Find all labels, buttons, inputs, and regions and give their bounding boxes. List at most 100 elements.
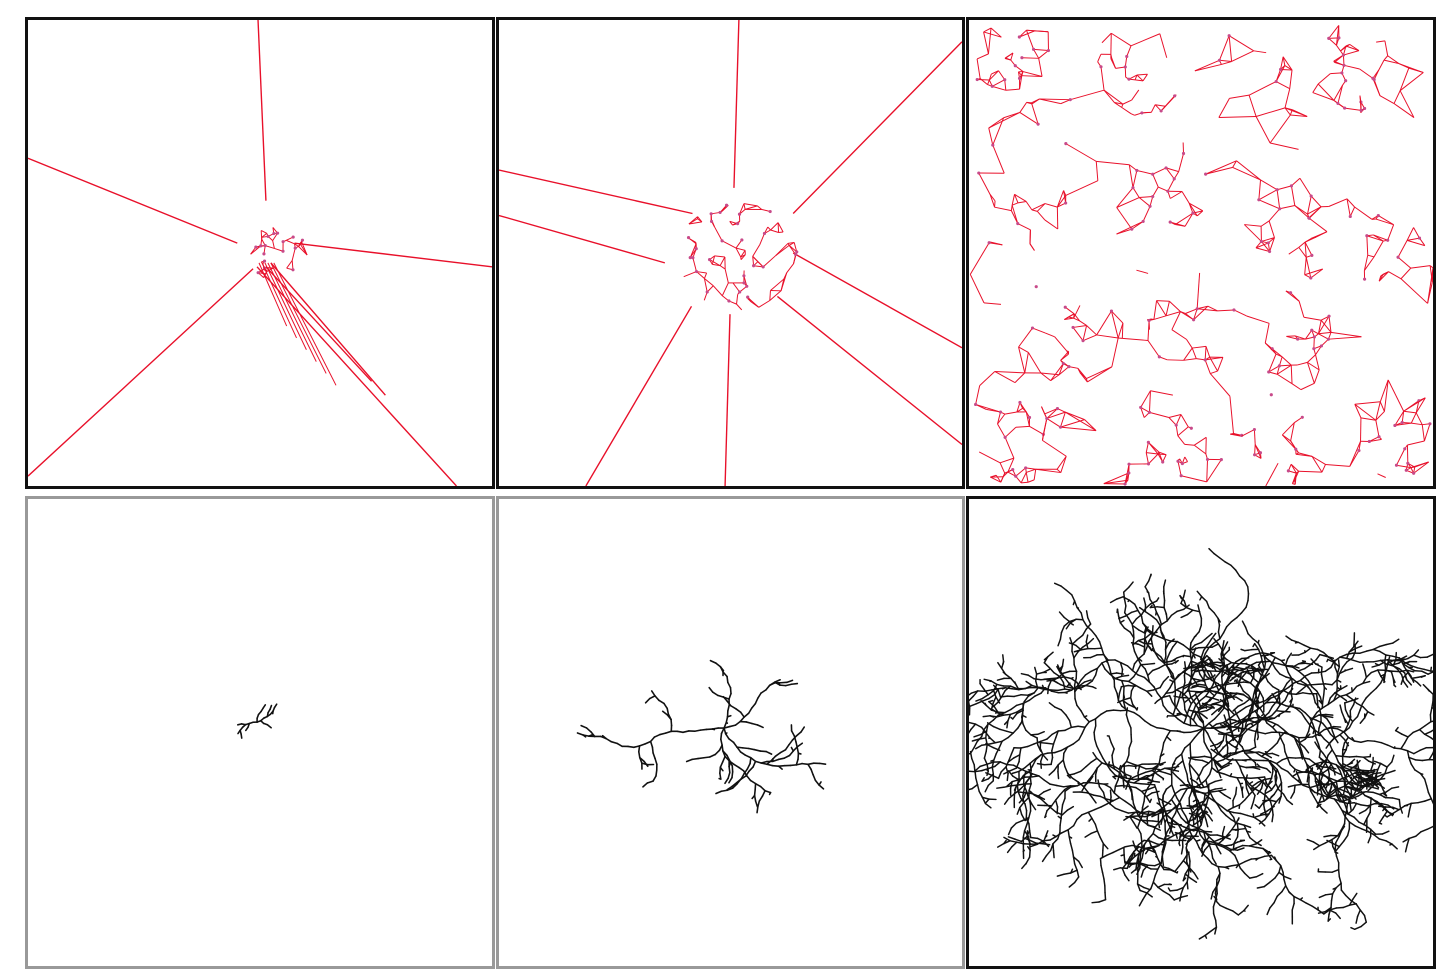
mesh-edge bbox=[1373, 240, 1384, 258]
dendrite-segment bbox=[1127, 617, 1133, 626]
dendrite-twig bbox=[1301, 660, 1306, 663]
dendrite-segment bbox=[1158, 617, 1163, 626]
dendrite-segment bbox=[1179, 793, 1185, 801]
dendrite-segment bbox=[1216, 839, 1224, 846]
dendrite-segment bbox=[1230, 564, 1237, 571]
dendrite-segment bbox=[993, 688, 1000, 696]
dendrite-segment bbox=[1335, 755, 1340, 763]
dendrite-segment bbox=[1168, 894, 1175, 901]
dendrite-segment bbox=[996, 683, 1005, 687]
dendrite-segment bbox=[1348, 903, 1358, 906]
dendrite-segment bbox=[1070, 725, 1079, 729]
dendrite-segment bbox=[1345, 652, 1354, 656]
dendrite-twig bbox=[1327, 918, 1332, 922]
mesh-edge bbox=[1016, 407, 1023, 413]
dendrite-segment bbox=[1400, 742, 1406, 750]
dendrite-segment bbox=[1144, 580, 1150, 588]
dendrite-segment bbox=[1426, 653, 1433, 658]
mesh-edge bbox=[1021, 481, 1029, 484]
dendrite-segment bbox=[1096, 782, 1105, 785]
dendrite-segment bbox=[1233, 708, 1239, 717]
dendrite-segment bbox=[1362, 663, 1366, 672]
dendrite-segment bbox=[1000, 766, 1007, 773]
dendrite-segment bbox=[1137, 637, 1146, 642]
dendrite-segment bbox=[1211, 857, 1217, 865]
dendrite-segment bbox=[1225, 907, 1234, 912]
dendrite-segment bbox=[1238, 732, 1242, 741]
mesh-edge bbox=[1056, 455, 1067, 470]
dendrite-segment bbox=[1131, 623, 1135, 632]
dendrite-segment bbox=[1251, 701, 1255, 711]
dendrite-segment bbox=[784, 683, 793, 687]
dendrite-segment bbox=[244, 726, 249, 732]
dendrite-segment bbox=[1147, 837, 1152, 847]
dendrite-segment bbox=[1326, 717, 1332, 726]
dendrite-segment bbox=[766, 759, 773, 766]
mesh-vertex bbox=[742, 281, 746, 285]
dendrite-segment bbox=[1194, 690, 1204, 694]
dendrite-segment bbox=[1080, 710, 1086, 718]
dendrite-segment bbox=[1232, 672, 1240, 678]
dendrite-segment bbox=[1079, 791, 1088, 794]
dendrite-segment bbox=[1216, 705, 1224, 711]
dendrite-segment bbox=[1157, 761, 1166, 766]
mesh-vertex bbox=[300, 238, 305, 242]
dendrite-twig bbox=[1178, 842, 1181, 847]
dendrite-segment bbox=[1003, 797, 1010, 805]
mesh-edge bbox=[1367, 254, 1375, 258]
dendrite-segment bbox=[1024, 684, 1033, 690]
dendrite-segment bbox=[1258, 674, 1263, 683]
mesh-vertex bbox=[1034, 285, 1038, 289]
mesh-edge bbox=[1010, 52, 1014, 61]
dendrite-segment bbox=[1164, 828, 1167, 837]
mesh-edge bbox=[286, 239, 295, 245]
dendrite-segment bbox=[790, 682, 799, 686]
dendrite-segment bbox=[1335, 912, 1341, 920]
dendrite-segment bbox=[1091, 817, 1097, 826]
mesh-edge bbox=[1126, 45, 1132, 57]
dendrite-segment bbox=[1205, 797, 1209, 806]
dendrite-segment bbox=[1071, 594, 1076, 602]
dendrite-segment bbox=[1253, 816, 1261, 822]
dendrite-segment bbox=[1225, 696, 1230, 705]
dendrite-segment bbox=[1180, 829, 1186, 837]
dendrite-segment bbox=[1356, 909, 1361, 918]
dendrite-segment bbox=[1234, 854, 1239, 863]
mesh-edge bbox=[1218, 115, 1257, 118]
dendrite-segment bbox=[1080, 647, 1089, 651]
dendrite-segment bbox=[1416, 667, 1425, 671]
mesh-edge bbox=[1096, 310, 1112, 336]
mesh-edge bbox=[1086, 325, 1097, 336]
dendrite-segment bbox=[1217, 631, 1221, 640]
dendrite-segment bbox=[1073, 677, 1077, 686]
dendrite-segment bbox=[1068, 618, 1077, 623]
dendrite-segment bbox=[987, 773, 995, 780]
dendrite-segment bbox=[1244, 727, 1253, 732]
dendrite-segment bbox=[1218, 790, 1226, 796]
dendrite-segment bbox=[1028, 839, 1037, 844]
dendrite-segment bbox=[1050, 756, 1054, 766]
dendrite-twig bbox=[1044, 815, 1047, 819]
dendrite-segment bbox=[1213, 637, 1221, 644]
dendrite-segment bbox=[1197, 667, 1201, 676]
dendrite-segment bbox=[795, 762, 803, 766]
dendrite-segment bbox=[1065, 714, 1071, 722]
dendrite-segment bbox=[1201, 759, 1210, 764]
mesh-vertex bbox=[1192, 318, 1196, 322]
dendrite-segment bbox=[1391, 662, 1400, 666]
dendrite-segment bbox=[1173, 700, 1177, 709]
dendrite-segment bbox=[1198, 714, 1204, 722]
dendrite-segment bbox=[1335, 763, 1343, 770]
mesh-vertex bbox=[1064, 142, 1068, 146]
dendrite-segment bbox=[770, 755, 777, 762]
mesh-edge bbox=[724, 268, 729, 284]
mesh-edge bbox=[1299, 178, 1312, 197]
dendrite-segment bbox=[987, 765, 996, 770]
dendrite-segment bbox=[1215, 801, 1223, 808]
dendrite-segment bbox=[1342, 742, 1346, 751]
dendrite-segment bbox=[1010, 747, 1015, 755]
dendrite-segment bbox=[1253, 739, 1257, 748]
dendrite-segment bbox=[1224, 661, 1233, 667]
dendrite-segment bbox=[1427, 791, 1433, 800]
dendrite-segment bbox=[1305, 736, 1314, 739]
